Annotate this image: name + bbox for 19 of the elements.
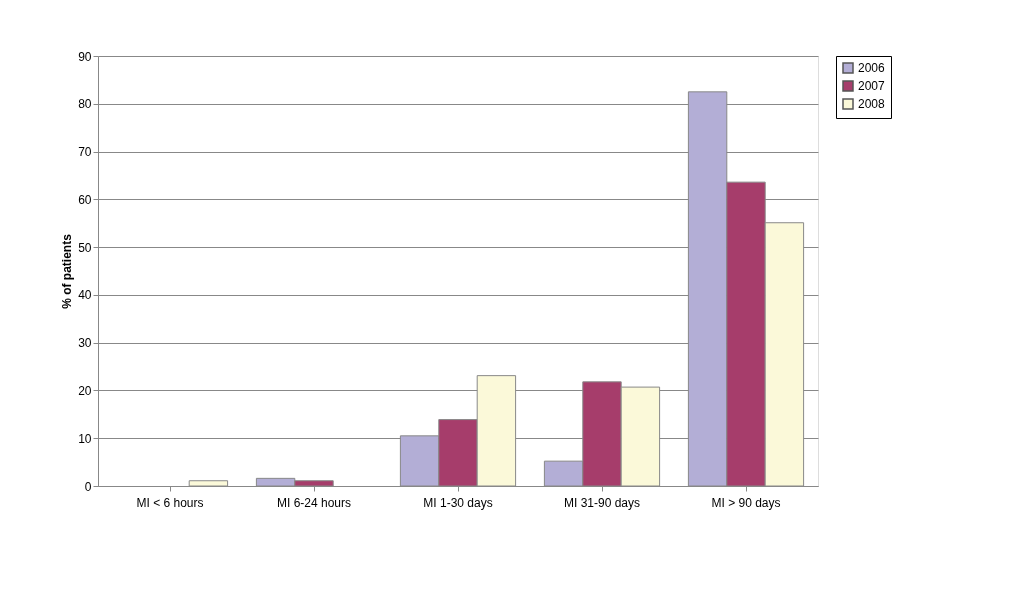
x-tick-label: MI 6-24 hours	[276, 495, 352, 510]
legend-label: 2006	[858, 61, 886, 75]
y-tick-label: 10	[78, 431, 92, 446]
x-tick-label: MI 31-90 days	[563, 495, 641, 510]
y-axis-title: % of patients	[60, 233, 75, 309]
x-tick-label: MI < 6 hours	[136, 495, 204, 510]
y-tick-label: 20	[78, 383, 92, 398]
y-tick-label: 80	[78, 97, 92, 112]
y-tick-label: 70	[78, 145, 92, 160]
y-tick-label: 60	[78, 192, 92, 207]
y-tick-label: 40	[78, 288, 92, 303]
y-tick-label: 50	[78, 240, 92, 255]
y-tick-label: 30	[78, 336, 92, 351]
x-tick-label: MI 1-30 days	[423, 495, 493, 510]
legend-label: 2007	[858, 79, 886, 93]
y-tick-label: 90	[78, 49, 92, 64]
y-tick-label: 0	[84, 479, 92, 494]
x-tick-label: MI > 90 days	[711, 495, 781, 510]
legend-label: 2008	[858, 97, 886, 111]
